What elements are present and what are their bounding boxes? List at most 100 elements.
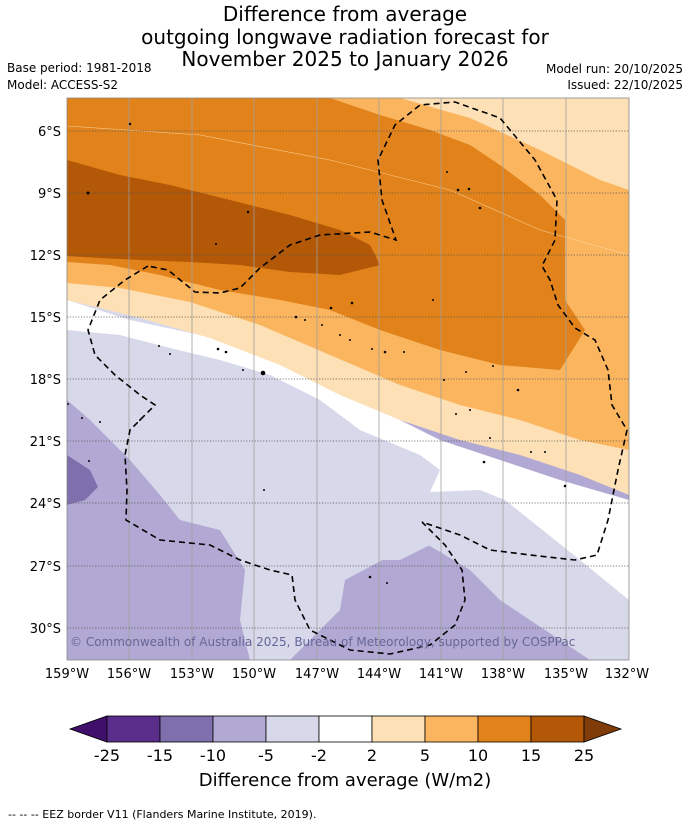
y-tick-label: 6°S [38, 125, 61, 140]
colorbar-label: -2 [311, 746, 327, 765]
island [530, 451, 532, 453]
x-tick-label: 153°W [170, 667, 214, 682]
colorbar-extend-low [68, 715, 108, 743]
island [516, 388, 520, 392]
colorbar-label: 5 [419, 746, 431, 765]
colorbar-label: -15 [146, 746, 174, 765]
island [216, 347, 220, 351]
colorbar-swatch [106, 715, 161, 743]
island [329, 306, 333, 310]
island [563, 484, 567, 488]
island [465, 371, 467, 373]
island [304, 319, 306, 321]
island [339, 334, 341, 336]
island [158, 345, 160, 347]
band-minus-5-to-2-inner [255, 440, 440, 560]
colorbar-swatch [477, 715, 532, 743]
model-name: Model: ACCESS-S2 [7, 78, 119, 92]
islands [67, 122, 567, 584]
island [215, 243, 217, 245]
colorbar-label: 10 [467, 746, 489, 765]
y-tick-label: 18°S [30, 373, 61, 388]
island [260, 370, 266, 376]
island [446, 171, 448, 173]
island [368, 575, 372, 579]
base-period: Base period: 1981-2018 [7, 61, 152, 75]
x-tick-label: 132°W [605, 667, 649, 682]
island [81, 417, 83, 419]
colorbar-label: -25 [93, 746, 121, 765]
island [86, 191, 90, 195]
x-tick-label: 156°W [107, 667, 151, 682]
title-line-2: outgoing longwave radiation forecast for [141, 25, 549, 49]
eez-border [87, 101, 628, 655]
colorbar-swatch [265, 715, 320, 743]
colorbar-label: 25 [573, 746, 595, 765]
issued-date: Issued: 22/10/2025 [567, 78, 683, 92]
y-tick-label: 30°S [30, 622, 61, 637]
x-tick-label: 159°W [45, 667, 89, 682]
island [492, 365, 494, 367]
colorbar-title: Difference from average (W/m2) [198, 770, 492, 791]
x-tick-label: 147°W [295, 667, 339, 682]
x-tick-label: 138°W [481, 667, 525, 682]
island [263, 489, 265, 491]
island [67, 403, 69, 405]
island [88, 460, 90, 462]
title-line-1: Difference from average [222, 2, 468, 26]
patch-minus-15-to-10 [67, 455, 98, 505]
island [350, 301, 354, 305]
y-tick-label: 21°S [30, 435, 61, 450]
island [224, 350, 228, 354]
island [432, 299, 434, 301]
x-tick-label: 144°W [357, 667, 401, 682]
island [467, 187, 471, 191]
island [386, 582, 388, 584]
colorbar-label: -10 [199, 746, 227, 765]
y-tick-label: 15°S [30, 311, 61, 326]
title-line-3: November 2025 to January 2026 [181, 47, 509, 71]
y-tick-label: 12°S [30, 249, 61, 264]
island [544, 451, 546, 453]
island [139, 419, 141, 421]
eez-legend: -- -- -- EEZ border V11 (Flanders Marine… [8, 808, 317, 821]
band-15-to-25 [67, 160, 380, 275]
colorbar-swatch [159, 715, 214, 743]
island [469, 409, 471, 411]
colorbar-swatch [371, 715, 426, 743]
x-tick-label: 141°W [419, 667, 463, 682]
colorbar-swatch [318, 715, 373, 743]
copyright-notice: © Commonwealth of Australia 2025, Bureau… [70, 635, 575, 649]
colorbar [68, 715, 623, 743]
island [128, 122, 132, 126]
island [349, 339, 351, 341]
x-tick-label: 135°W [544, 667, 588, 682]
island [371, 348, 373, 350]
island [246, 210, 250, 214]
y-tick-label: 27°S [30, 560, 61, 575]
colorbar-swatch [530, 715, 585, 743]
island [478, 206, 482, 210]
colorbar-swatch [424, 715, 479, 743]
island [455, 413, 457, 415]
island [294, 315, 298, 319]
colorbar-label: -5 [258, 746, 274, 765]
band-minus-2-to-2 [67, 300, 629, 600]
y-tick-label: 24°S [30, 497, 61, 512]
island [99, 421, 101, 423]
colorbar-label: 2 [366, 746, 378, 765]
x-tick-label: 150°W [232, 667, 276, 682]
island [242, 369, 244, 371]
island [456, 188, 460, 192]
colorbar-extend-high [583, 715, 623, 743]
colorbar-swatch [212, 715, 267, 743]
island [482, 460, 486, 464]
island [443, 379, 445, 381]
island [489, 437, 491, 439]
grid-lines-lat [67, 130, 629, 629]
model-run: Model run: 20/10/2025 [545, 62, 683, 76]
island [321, 324, 323, 326]
y-tick-label: 9°S [38, 187, 61, 202]
island [169, 353, 171, 355]
